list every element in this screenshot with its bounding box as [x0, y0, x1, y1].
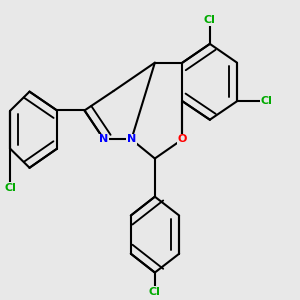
- Text: Cl: Cl: [149, 287, 161, 297]
- Text: Cl: Cl: [261, 96, 273, 106]
- Text: Cl: Cl: [204, 15, 216, 25]
- Text: O: O: [178, 134, 187, 144]
- Text: Cl: Cl: [4, 183, 16, 193]
- Text: N: N: [99, 134, 109, 144]
- Text: N: N: [127, 134, 136, 144]
